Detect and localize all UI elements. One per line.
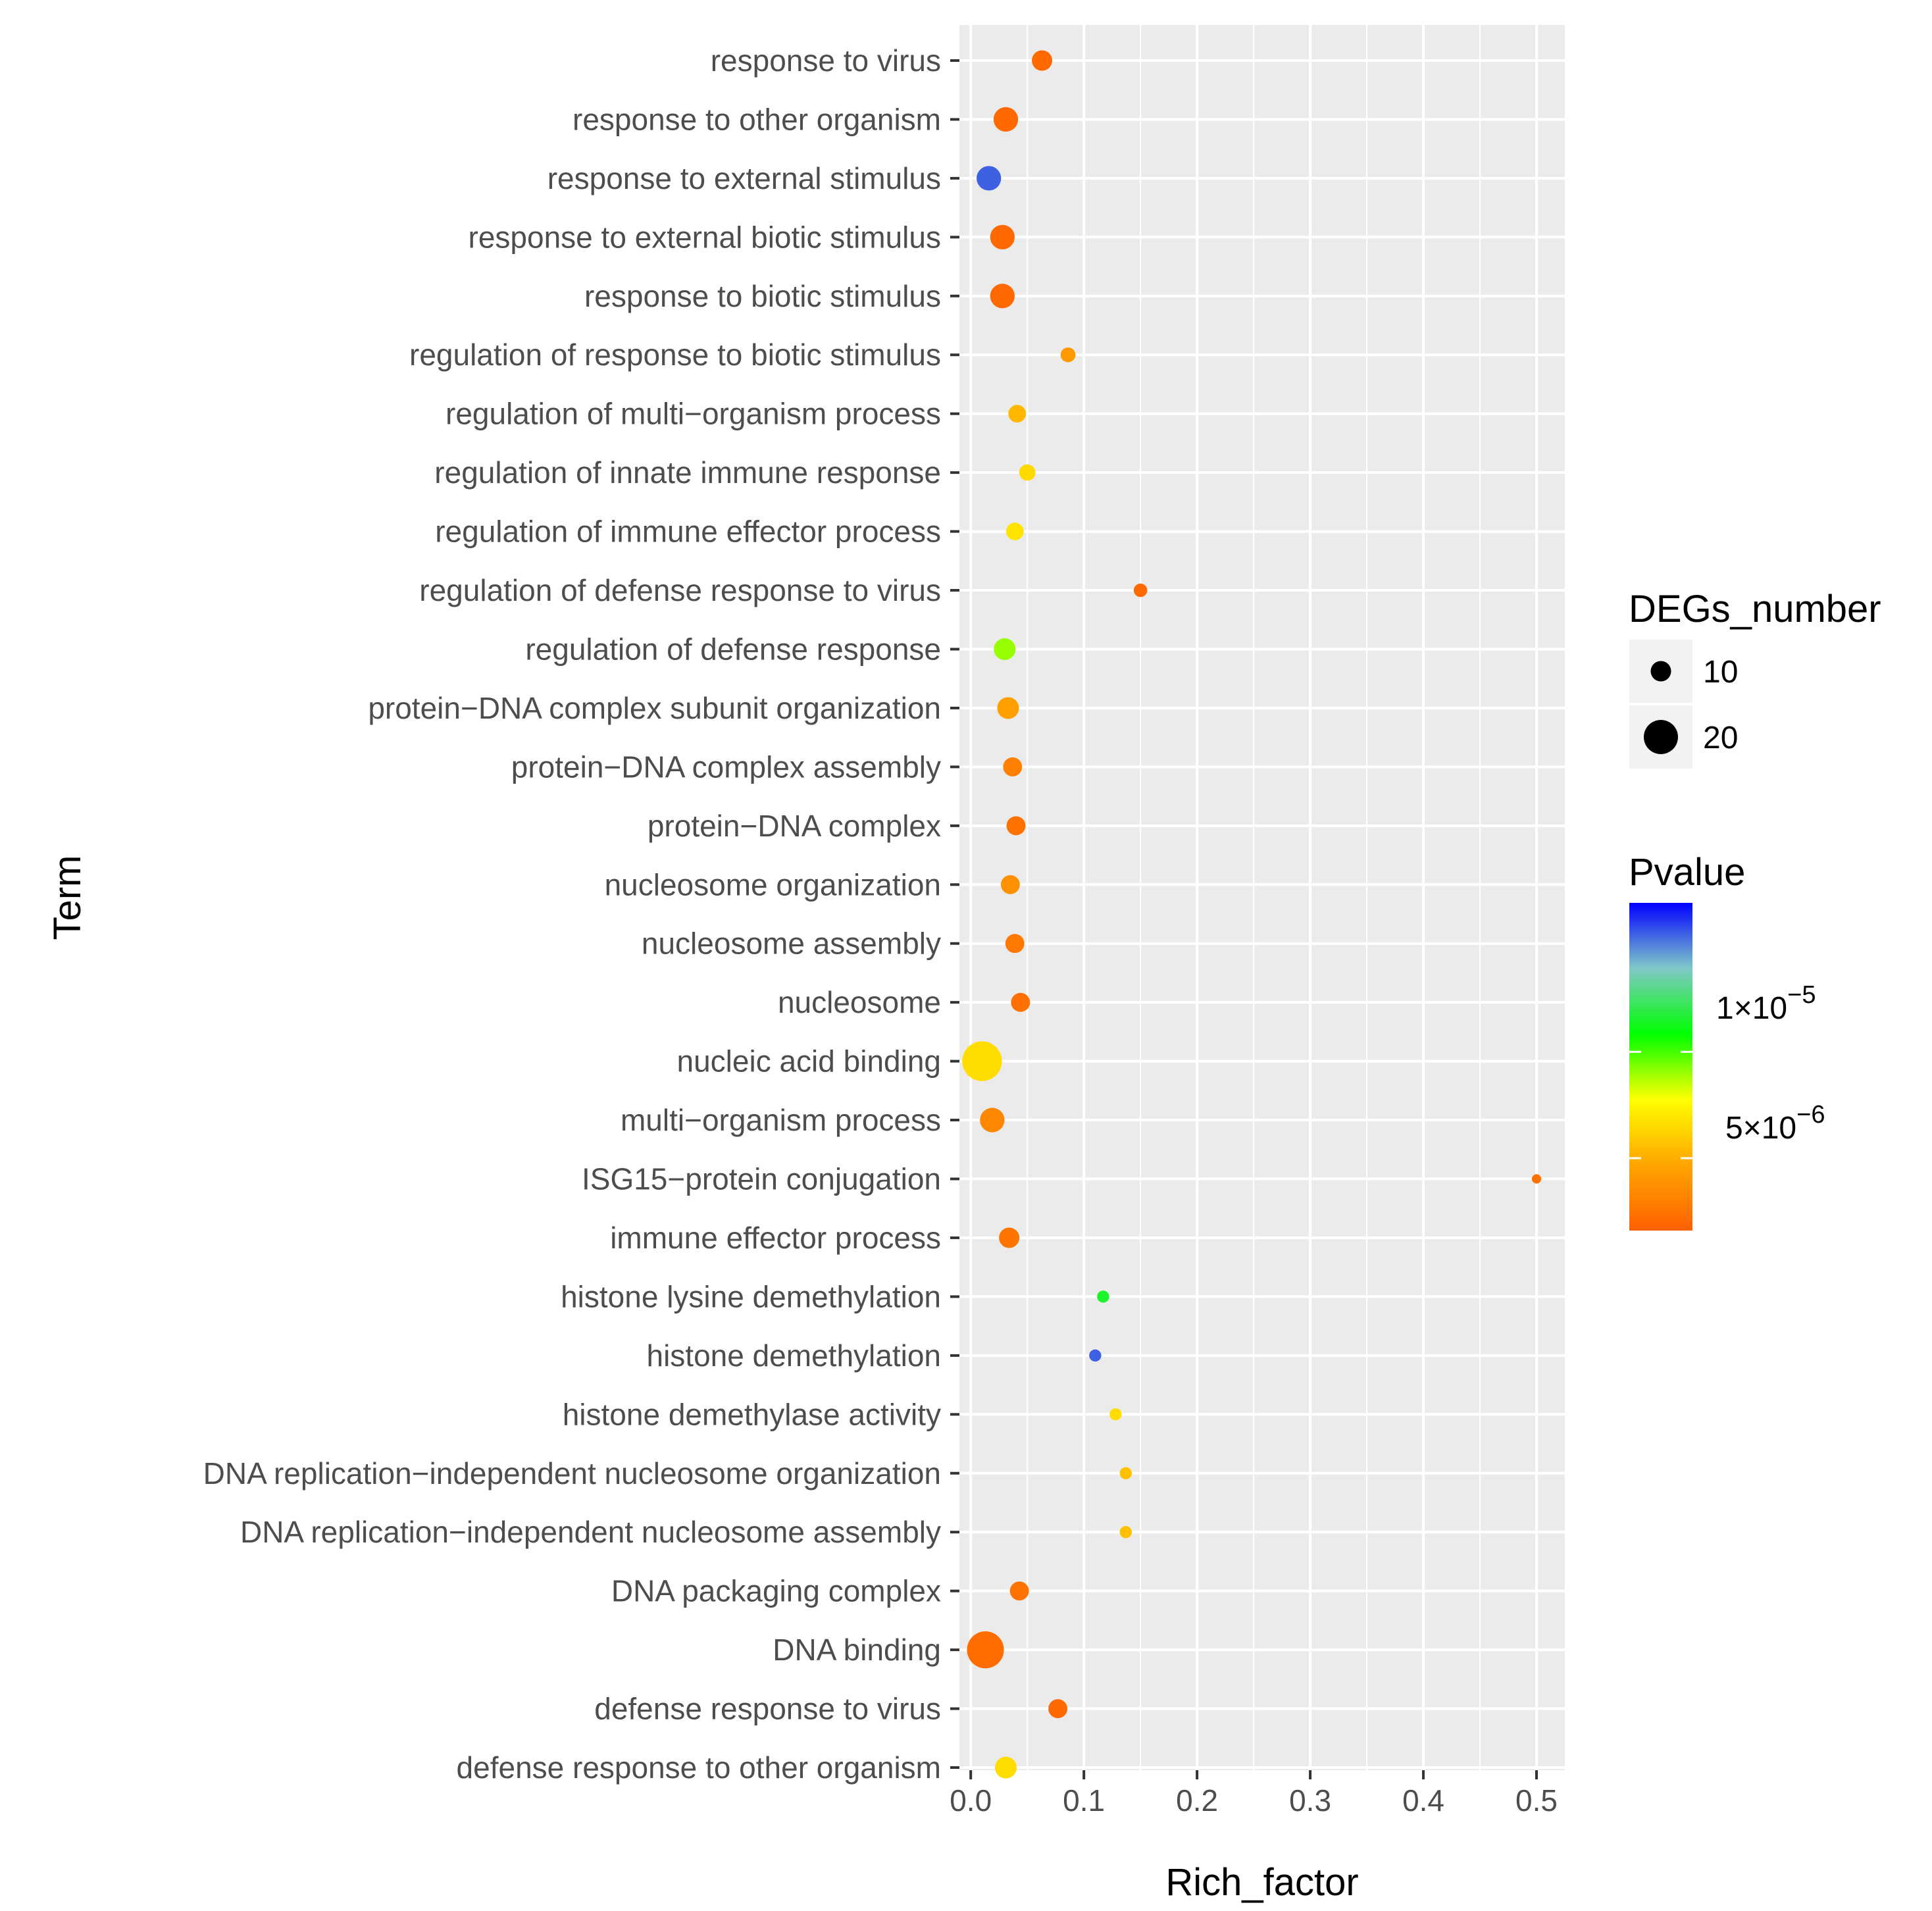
data-point xyxy=(1006,816,1026,836)
color-legend-label-1e-5-exp: −5 xyxy=(1787,981,1816,1009)
term-label: regulation of immune effector process xyxy=(435,515,941,549)
data-point xyxy=(1109,1408,1122,1421)
x-tick-label: 0.2 xyxy=(1176,1783,1218,1818)
term-label: response to external biotic stimulus xyxy=(469,220,941,254)
data-point xyxy=(1048,1699,1068,1719)
term-label: immune effector process xyxy=(610,1221,941,1255)
x-tick-label: 0.5 xyxy=(1515,1783,1558,1818)
data-point xyxy=(1005,934,1025,954)
term-label: histone demethylation xyxy=(646,1338,941,1373)
term-label: response to external stimulus xyxy=(547,161,941,195)
data-point xyxy=(993,107,1019,132)
data-point xyxy=(967,1631,1004,1669)
color-legend-label-5e-6-base: 5×10 xyxy=(1725,1111,1796,1146)
data-point xyxy=(1133,583,1148,598)
data-point xyxy=(1097,1290,1109,1303)
color-legend-ticks xyxy=(1629,1050,1692,1159)
data-point xyxy=(1003,757,1023,777)
data-point xyxy=(994,638,1016,661)
y-axis-title: Term xyxy=(46,855,89,940)
data-point xyxy=(999,1227,1020,1248)
term-label: regulation of response to biotic stimulu… xyxy=(409,338,941,372)
size-legend-label-20: 20 xyxy=(1703,721,1738,755)
x-tick-label: 0.1 xyxy=(1063,1783,1105,1818)
x-tick-label: 0.4 xyxy=(1402,1783,1444,1818)
data-point xyxy=(977,166,1002,191)
data-point xyxy=(990,224,1015,249)
size-legend-label-10: 10 xyxy=(1703,655,1738,690)
term-label: nucleosome organization xyxy=(605,867,941,902)
data-point xyxy=(1531,1174,1542,1184)
y-axis: response to virus response to other organ… xyxy=(203,43,959,1785)
data-point xyxy=(994,1756,1017,1779)
term-label: defense response to other organism xyxy=(457,1750,941,1785)
size-legend-dot-10 xyxy=(1650,661,1671,682)
size-legend-title: DEGs_number xyxy=(1629,588,1881,630)
color-legend-label-5e-6: 5×10−6 xyxy=(1725,1101,1825,1146)
data-point xyxy=(1119,1526,1132,1539)
term-label: response to other organism xyxy=(572,102,941,136)
term-label: protein−DNA complex assembly xyxy=(511,750,941,784)
term-label: defense response to virus xyxy=(594,1692,941,1726)
color-legend-bar xyxy=(1629,903,1692,1231)
data-points xyxy=(962,50,1542,1779)
term-label: nucleic acid binding xyxy=(677,1044,942,1079)
data-point xyxy=(1011,992,1030,1012)
data-point xyxy=(1060,347,1076,363)
term-label: histone demethylase activity xyxy=(563,1397,941,1431)
minor-gridlines xyxy=(1027,25,1481,1770)
data-point xyxy=(997,697,1019,719)
term-label: nucleosome assembly xyxy=(642,927,941,961)
data-point xyxy=(1032,50,1053,71)
size-legend: DEGs_number 10 20 xyxy=(1629,588,1881,769)
data-point xyxy=(980,1108,1005,1133)
term-label: DNA packaging complex xyxy=(611,1574,941,1608)
term-label: regulation of innate immune response xyxy=(434,455,941,490)
data-point xyxy=(1008,405,1027,423)
data-point xyxy=(1019,464,1036,481)
plot-panel xyxy=(959,25,1565,1770)
term-label: DNA replication−independent nucleosome a… xyxy=(240,1515,941,1549)
term-label: DNA replication−independent nucleosome o… xyxy=(203,1456,941,1491)
term-label: protein−DNA complex xyxy=(648,809,941,843)
term-label: response to biotic stimulus xyxy=(584,279,941,313)
term-label: regulation of defense response xyxy=(525,632,941,666)
term-label: DNA binding xyxy=(773,1633,941,1667)
term-label: multi−organism process xyxy=(621,1103,941,1137)
data-point xyxy=(1005,522,1024,540)
term-label: histone lysine demethylation xyxy=(561,1279,941,1313)
data-point xyxy=(1009,1581,1029,1601)
color-legend-label-1e-5-base: 1×10 xyxy=(1716,991,1787,1026)
term-label: protein−DNA complex subunit organization xyxy=(368,691,941,725)
data-point xyxy=(1089,1349,1102,1362)
data-point xyxy=(962,1041,1002,1081)
term-label: regulation of multi−organism process xyxy=(445,397,941,431)
color-legend-label-1e-5: 1×10−5 xyxy=(1716,981,1816,1026)
x-tick-label: 0.0 xyxy=(950,1783,992,1818)
x-axis-title: Rich_factor xyxy=(1165,1861,1358,1904)
color-legend-title: Pvalue xyxy=(1629,851,1745,894)
term-label: response to virus xyxy=(711,43,941,78)
major-gridlines xyxy=(959,25,1565,1770)
term-label: regulation of defense response to virus xyxy=(419,573,941,607)
x-tick-label: 0.3 xyxy=(1289,1783,1331,1818)
color-legend-label-5e-6-exp: −6 xyxy=(1796,1101,1825,1129)
color-legend: Pvalue 1×10−5 5×10−6 xyxy=(1629,851,1825,1231)
term-label: nucleosome xyxy=(778,985,941,1019)
size-legend-dot-20 xyxy=(1644,720,1678,754)
term-label: ISG15−protein conjugation xyxy=(582,1162,941,1196)
data-point xyxy=(1119,1467,1132,1479)
x-axis: 0.0 0.1 0.2 0.3 0.4 0.5 xyxy=(950,1770,1558,1818)
data-point xyxy=(990,284,1015,309)
data-point xyxy=(1000,875,1020,894)
